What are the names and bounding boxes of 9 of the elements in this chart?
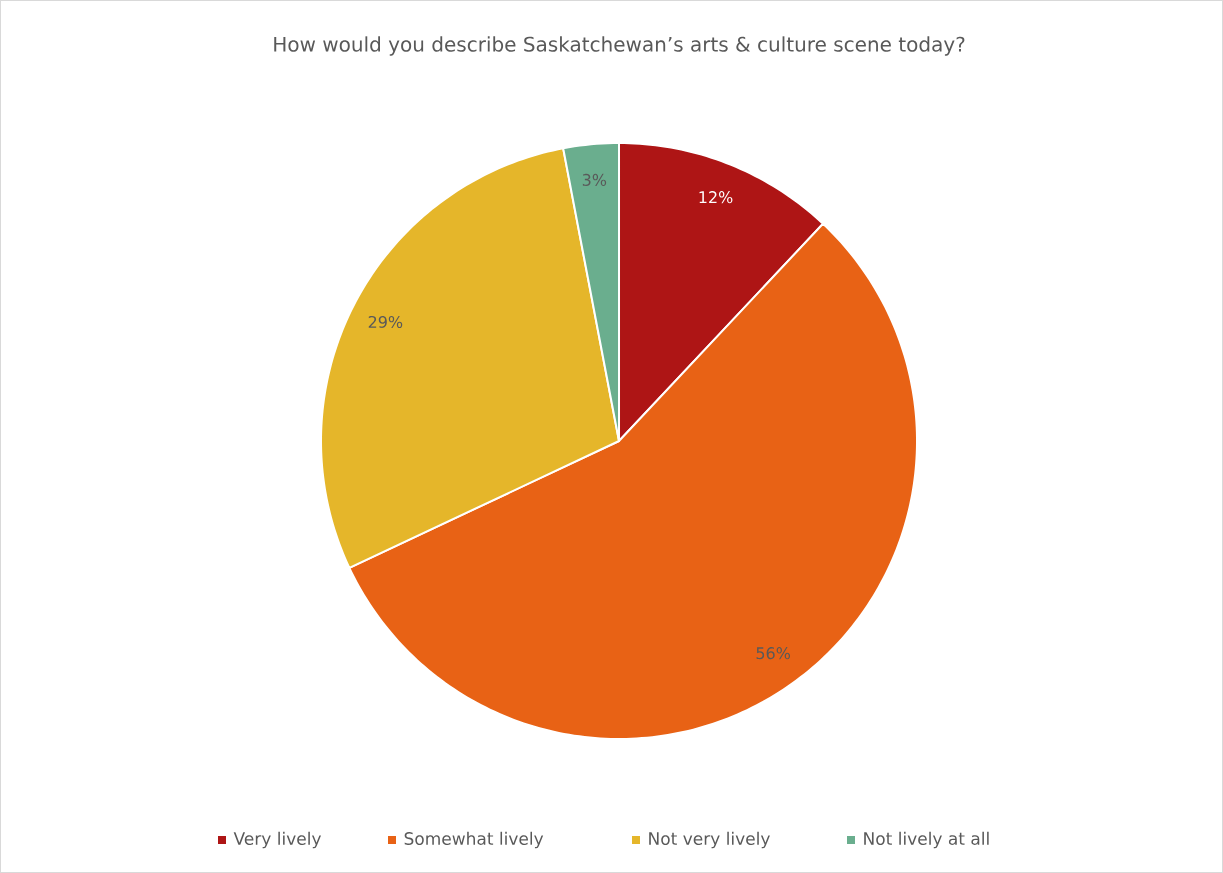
legend-label: Not very lively — [649, 831, 770, 849]
data-label: 3% — [582, 173, 607, 186]
data-label: 56% — [756, 647, 791, 660]
chart-title: How would you describe Saskatchewan’s arts & culture scene today? — [274, 36, 965, 56]
data-label: 29% — [368, 315, 403, 328]
legend-label: Very lively — [233, 831, 321, 849]
legend-label: Not lively at all — [864, 831, 989, 849]
data-label: 12% — [699, 191, 733, 204]
legend-label: Somewhat lively — [404, 831, 544, 849]
